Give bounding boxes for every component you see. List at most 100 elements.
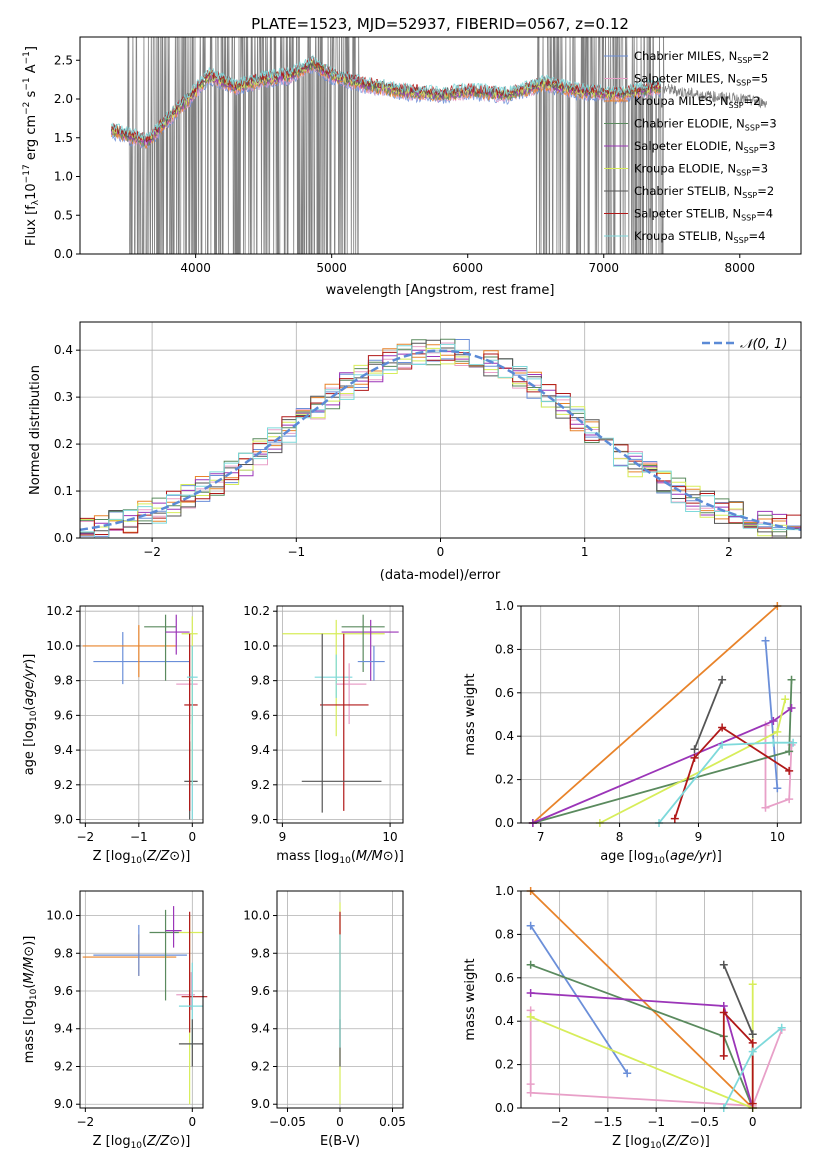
spectrum-y-ticks: 0.0 0.5 1.0 1.5 2.0 2.5	[54, 53, 80, 261]
x-tick-label: −1	[647, 1115, 665, 1129]
weight-series-line	[693, 679, 723, 750]
weight-series-line	[532, 605, 778, 824]
weight-marker	[526, 1080, 535, 1089]
x-tick-label: 8	[616, 830, 624, 844]
x-tick-label: −1	[130, 830, 148, 844]
spectrum-ylabel: Flux [fλ10−17 erg cm−2 s−1 A−1]	[22, 46, 41, 246]
y-tick-label: 9.0	[54, 813, 73, 827]
x-tick-label: 5000	[316, 261, 347, 275]
weight-marker	[690, 745, 699, 754]
weight-vs-metallicity-panel: −2 −1.5 −1 −0.5 0 0.0 0.2 0.4 0.6 0.8 1.0 Z [log10(…	[463, 884, 802, 1151]
y-tick-label: 10.0	[46, 909, 73, 923]
mass-vs-metallicity-panel: −2 0 9.0 9.2 9.4 9.6 9.8 10.0 Z [log10(Z/Z⊙)] mas…	[22, 890, 208, 1151]
y-tick-label: 0.0	[54, 247, 73, 261]
weight-marker	[670, 814, 679, 823]
legend-label: Kroupa MILES, NSSP=2	[634, 94, 760, 110]
weight-marker	[719, 960, 728, 969]
age-vs-mass-panel: 9 10 9.0 9.2 9.4 9.6 9.8 10.0 10.2 mass [log10(M/…	[243, 604, 404, 866]
x-tick-label: 10	[382, 830, 397, 844]
x-tick-label: −1.5	[593, 1115, 622, 1129]
y-tick-label: 9.4	[251, 743, 270, 757]
y-tick-label: 1.5	[54, 131, 73, 145]
model-spectrum-line	[110, 62, 661, 149]
y-tick-label: 10.0	[243, 639, 270, 653]
weight-marker	[789, 738, 798, 747]
weight-marker	[761, 803, 770, 812]
panel-frame	[520, 605, 802, 824]
x-tick-label: 6000	[452, 261, 483, 275]
weight-vs-age-panel: 7 8 9 10 0.0 0.2 0.4 0.6 0.8 1.0 age [log10(age/yr…	[463, 599, 802, 866]
x-tick-label: 4000	[180, 261, 211, 275]
panel-xlabel: Z [log10(Z/Z⊙)]	[93, 1134, 191, 1151]
residual-plot-area	[79, 338, 802, 539]
y-tick-label: 0.6	[495, 971, 514, 985]
weight-marker	[718, 740, 727, 749]
panel-ylabel: mass [log10(M/M⊙)]	[22, 936, 39, 1064]
panel-xlabel: Z [log10(Z/Z⊙)]	[612, 1134, 710, 1151]
weight-marker	[718, 723, 727, 732]
residual-x-ticks: −2 −1 0 1 2	[143, 538, 733, 559]
x-tick-label: −2	[143, 545, 161, 559]
legend-label: Salpeter MILES, NSSP=5	[634, 72, 768, 88]
weight-series-line	[532, 707, 793, 824]
legend-label: Chabrier MILES, NSSP=2	[634, 49, 769, 65]
weight-series-line	[530, 992, 754, 1109]
y-tick-label: 2.5	[54, 53, 73, 67]
y-tick-label: 0.6	[495, 686, 514, 700]
x-tick-label: −0.5	[690, 1115, 719, 1129]
x-tick-label: −1	[287, 545, 305, 559]
weight-marker	[781, 695, 790, 704]
x-tick-label: 0	[188, 1115, 196, 1129]
legend-label: Salpeter STELIB, NSSP=4	[634, 207, 773, 223]
x-tick-label: 10	[770, 830, 785, 844]
weight-marker	[773, 784, 782, 793]
y-tick-label: 1.0	[54, 170, 73, 184]
weight-marker	[690, 753, 699, 762]
residual-ylabel: Normed distribution	[28, 365, 43, 495]
y-tick-label: 0.4	[54, 343, 73, 357]
weight-series-line	[530, 984, 754, 1110]
weight-series-line	[764, 640, 779, 789]
panel-xlabel: E(B-V)	[320, 1134, 360, 1149]
chart-title: PLATE=1523, MJD=52937, FIBERID=0567, z=0…	[251, 15, 629, 33]
x-tick-label: 1	[581, 545, 589, 559]
weight-marker	[785, 747, 794, 756]
weight-marker	[748, 1030, 757, 1039]
x-tick-label: −2	[76, 830, 94, 844]
weight-marker	[777, 1023, 786, 1032]
x-tick-label: −2	[76, 1115, 94, 1129]
panel-xlabel: age [log10(age/yr)]	[600, 849, 722, 866]
x-tick-label: 9	[695, 830, 703, 844]
weight-series-line	[532, 679, 793, 824]
weight-series-line	[530, 890, 754, 1109]
weight-marker	[769, 717, 778, 726]
y-tick-label: 9.6	[54, 708, 73, 722]
weight-marker	[748, 1047, 757, 1056]
spectrum-x-ticks: 4000 5000 6000 7000 8000	[180, 254, 755, 275]
weight-series-line	[722, 1010, 754, 1104]
panel-ylabel: age [log10(age/yr)]	[22, 654, 39, 776]
weight-marker	[526, 988, 535, 997]
weight-marker	[787, 675, 796, 684]
weight-marker	[785, 766, 794, 775]
y-tick-label: 0.2	[54, 437, 73, 451]
spectrum-legend: Chabrier MILES, NSSP=2 Salpeter MILES, NS…	[604, 49, 777, 245]
y-tick-label: 9.0	[54, 1097, 73, 1111]
y-tick-label: 10.0	[46, 639, 73, 653]
y-tick-label: 0.3	[54, 390, 73, 404]
y-tick-label: 0.0	[495, 816, 514, 830]
y-tick-label: 1.0	[495, 884, 514, 898]
weight-series-line	[764, 725, 793, 810]
y-tick-label: 9.0	[251, 1097, 270, 1111]
weight-marker	[718, 675, 727, 684]
weight-marker	[748, 1099, 757, 1108]
weight-series-line	[529, 925, 628, 1074]
y-tick-label: 10.2	[243, 604, 270, 618]
y-tick-label: 9.4	[54, 1022, 73, 1036]
mass-vs-extinction-panel: −0.05 0 0.05 9.0 9.2 9.4 9.6 9.8 10.0 E(B-V)	[243, 890, 406, 1149]
y-tick-label: 0.8	[495, 927, 514, 941]
x-tick-label: −2	[551, 1115, 569, 1129]
y-tick-label: 9.6	[251, 708, 270, 722]
x-tick-label: 7000	[588, 261, 619, 275]
